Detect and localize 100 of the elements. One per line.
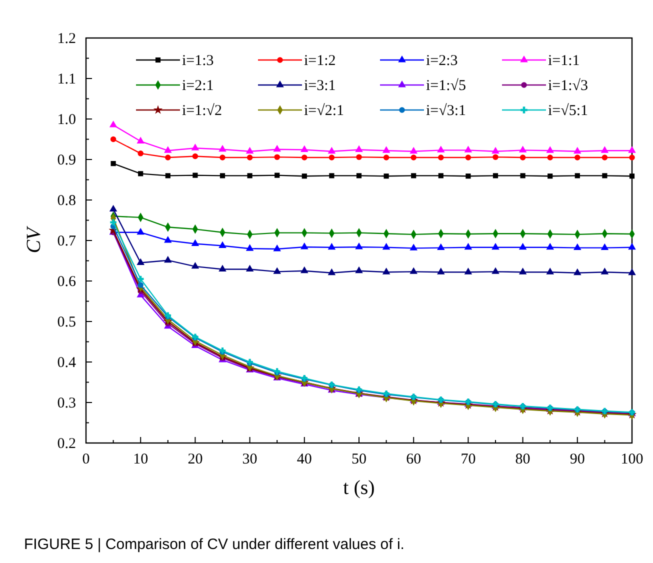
point xyxy=(136,136,144,144)
point xyxy=(138,282,144,288)
point xyxy=(465,154,472,160)
y-tick-label: 0.6 xyxy=(57,274,76,290)
point xyxy=(574,268,582,276)
point xyxy=(437,243,445,250)
point xyxy=(191,144,200,150)
x-tick-label: 0 xyxy=(82,452,90,468)
point xyxy=(437,268,445,274)
point xyxy=(628,146,636,153)
point xyxy=(492,267,500,274)
point xyxy=(410,154,416,160)
caption: FIGURE 5 | Comparison of CV under different values of i. xyxy=(24,536,404,553)
point xyxy=(548,174,553,179)
x-tick-label: 50 xyxy=(352,452,366,468)
x-tick-label: 20 xyxy=(188,452,203,468)
point xyxy=(246,244,254,251)
point xyxy=(547,154,553,160)
point xyxy=(602,173,608,178)
point xyxy=(438,154,444,160)
point xyxy=(300,266,308,274)
point xyxy=(464,242,472,250)
x-axis-title: t (s) xyxy=(343,477,375,499)
point xyxy=(110,219,116,226)
point xyxy=(464,146,472,152)
y-tick-label: 0.8 xyxy=(57,192,76,209)
y-tick-label: 1.0 xyxy=(57,112,76,128)
point xyxy=(464,268,472,274)
legend-label: i=2:3 xyxy=(426,53,458,69)
point xyxy=(328,146,336,154)
point xyxy=(273,267,281,274)
legend-label: i=1:√3 xyxy=(548,78,588,94)
point xyxy=(136,228,144,235)
y-tick-label: 0.4 xyxy=(57,354,76,371)
point xyxy=(220,173,226,178)
point xyxy=(136,258,144,266)
point xyxy=(328,154,335,160)
point xyxy=(329,173,334,178)
point xyxy=(382,268,390,274)
x-tick-label: 80 xyxy=(515,452,530,468)
legend-label: i=√3:1 xyxy=(426,103,466,119)
point xyxy=(546,146,554,153)
y-tick-label: 1.1 xyxy=(57,71,76,88)
point xyxy=(247,173,252,178)
point xyxy=(192,153,198,160)
point xyxy=(138,150,144,156)
point xyxy=(574,243,582,250)
point xyxy=(574,154,580,160)
point xyxy=(492,154,498,160)
legend-label: i=√2:1 xyxy=(304,103,344,119)
point xyxy=(164,236,172,243)
point xyxy=(546,268,554,274)
y-tick-label: 0.7 xyxy=(57,233,76,250)
point xyxy=(492,173,498,178)
point xyxy=(109,120,118,128)
x-tick-label: 100 xyxy=(620,452,644,468)
y-tick-label: 0.2 xyxy=(57,436,76,452)
point xyxy=(600,243,609,250)
point xyxy=(328,268,336,276)
point xyxy=(165,173,170,178)
legend-label: i=1:√5 xyxy=(426,78,466,94)
point xyxy=(356,173,362,178)
point xyxy=(274,154,280,160)
legend-label: i=1:√2 xyxy=(182,103,222,119)
x-tick-label: 30 xyxy=(242,452,258,468)
point xyxy=(165,154,171,160)
point xyxy=(191,239,200,246)
legend-label: i=√5:1 xyxy=(548,103,588,119)
point xyxy=(520,154,526,160)
point xyxy=(328,242,336,250)
point xyxy=(382,242,390,250)
point xyxy=(520,173,526,178)
point xyxy=(546,242,554,250)
point xyxy=(492,146,500,154)
point xyxy=(518,268,527,274)
point xyxy=(355,266,363,274)
point xyxy=(410,244,418,250)
point xyxy=(574,146,582,154)
point xyxy=(110,136,116,142)
y-tick-label: 1.2 xyxy=(57,30,76,47)
y-tick-label: 0.9 xyxy=(57,152,76,168)
point xyxy=(574,173,580,178)
x-tick-label: 60 xyxy=(406,452,422,468)
point xyxy=(191,262,200,269)
point xyxy=(466,174,471,179)
point xyxy=(602,154,608,160)
y-tick-label: 0.5 xyxy=(57,314,76,330)
point xyxy=(164,256,172,263)
point xyxy=(628,268,636,276)
point xyxy=(355,242,363,250)
point xyxy=(246,264,254,272)
point xyxy=(600,268,609,274)
point xyxy=(518,242,527,250)
point xyxy=(302,174,307,179)
legend-label: i=1:3 xyxy=(182,53,214,69)
point xyxy=(629,154,635,160)
point xyxy=(410,267,418,274)
point xyxy=(164,146,172,153)
point xyxy=(438,173,444,178)
point xyxy=(137,276,144,282)
